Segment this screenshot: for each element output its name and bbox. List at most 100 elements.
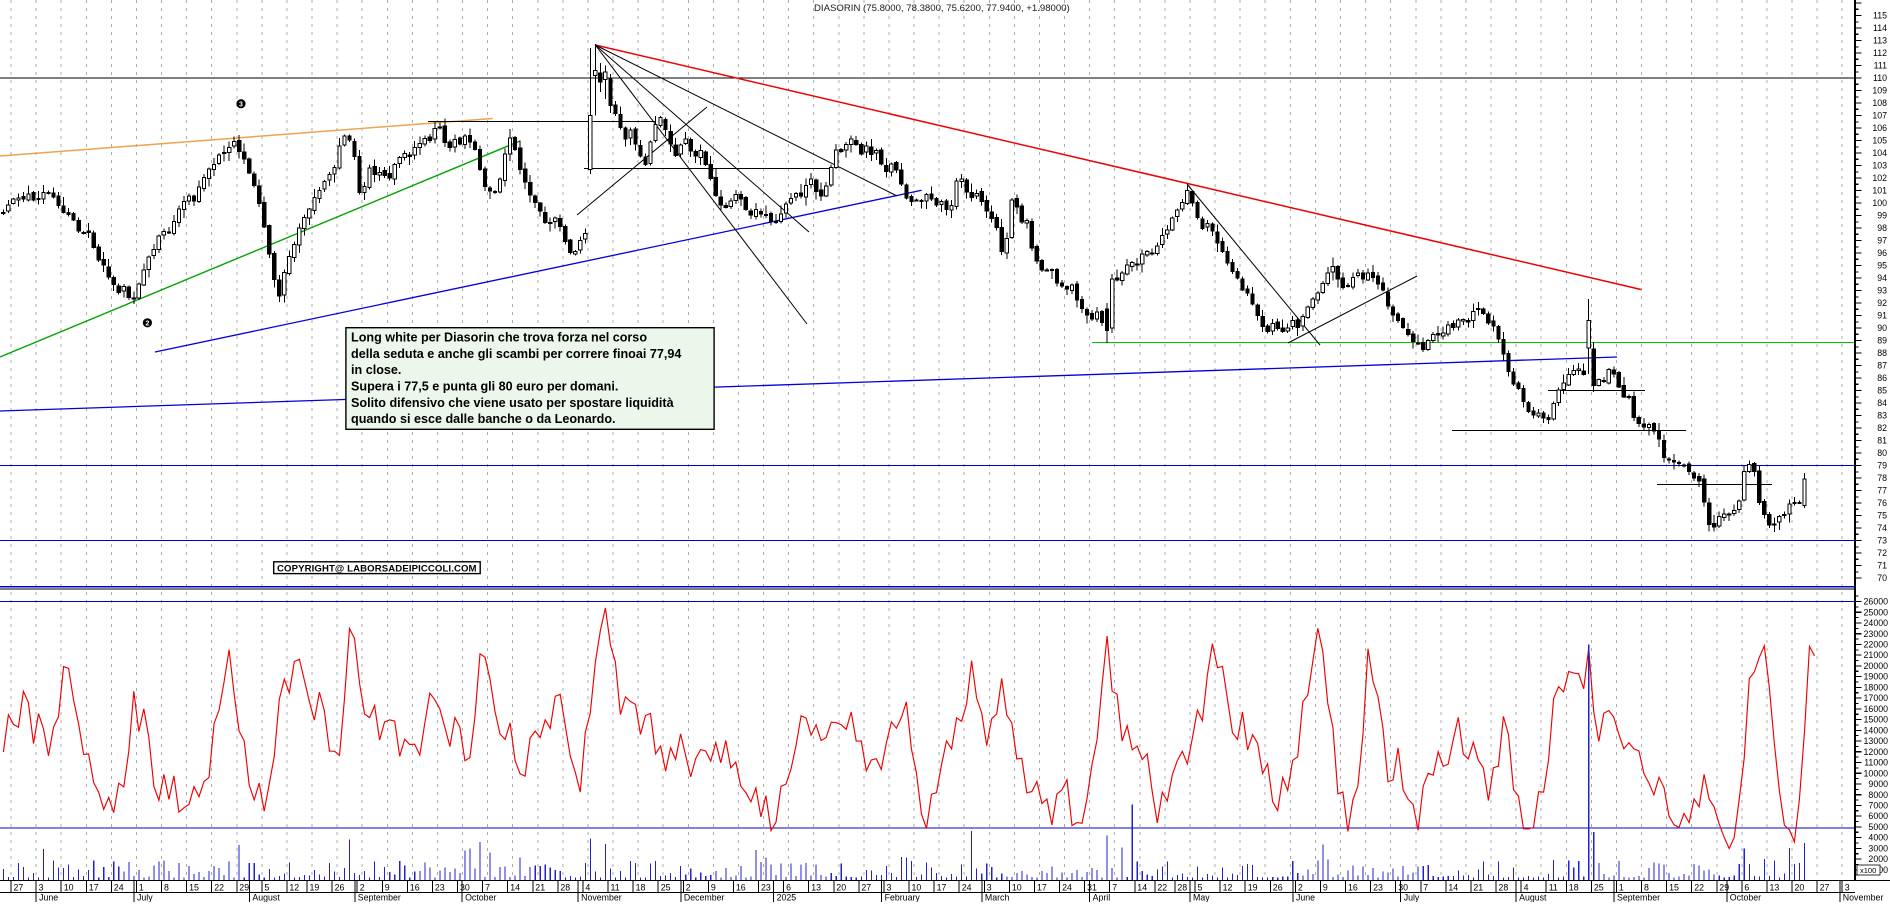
svg-text:22: 22 <box>1157 882 1167 892</box>
svg-text:9: 9 <box>385 882 390 892</box>
svg-text:10: 10 <box>912 882 922 892</box>
svg-text:18: 18 <box>636 882 646 892</box>
svg-text:29: 29 <box>1719 882 1729 892</box>
svg-text:DIASORIN (75.8000, 78.3800, 75: DIASORIN (75.8000, 78.3800, 75.6200, 77.… <box>814 3 1070 14</box>
svg-text:13000: 13000 <box>1864 736 1889 746</box>
svg-text:5: 5 <box>1198 882 1203 892</box>
svg-text:10000: 10000 <box>1864 768 1889 778</box>
svg-text:107: 107 <box>1872 111 1887 121</box>
svg-text:104: 104 <box>1872 148 1887 158</box>
svg-text:24000: 24000 <box>1864 618 1889 628</box>
svg-text:November: November <box>1843 893 1884 903</box>
svg-text:31: 31 <box>1087 882 1097 892</box>
svg-text:30: 30 <box>460 882 470 892</box>
svg-text:12000: 12000 <box>1864 747 1889 757</box>
svg-text:112: 112 <box>1873 48 1887 58</box>
svg-text:108: 108 <box>1872 98 1887 108</box>
svg-text:101: 101 <box>1872 186 1887 196</box>
svg-text:19: 19 <box>1248 882 1258 892</box>
svg-text:78: 78 <box>1877 473 1887 483</box>
svg-text:102: 102 <box>1872 173 1887 183</box>
svg-text:5000: 5000 <box>1868 822 1888 832</box>
svg-text:23: 23 <box>1373 882 1383 892</box>
svg-text:8: 8 <box>164 882 169 892</box>
svg-text:9: 9 <box>711 882 716 892</box>
svg-text:23000: 23000 <box>1864 629 1889 639</box>
svg-text:19000: 19000 <box>1864 672 1889 682</box>
svg-text:83: 83 <box>1877 411 1887 421</box>
svg-text:21: 21 <box>535 882 545 892</box>
svg-text:29: 29 <box>239 882 249 892</box>
svg-text:March: March <box>985 893 1010 903</box>
svg-text:28: 28 <box>1177 882 1187 892</box>
svg-text:23: 23 <box>435 882 445 892</box>
svg-text:3: 3 <box>1845 882 1850 892</box>
svg-text:6: 6 <box>786 882 791 892</box>
svg-text:92: 92 <box>1877 298 1887 308</box>
svg-text:June: June <box>39 893 58 903</box>
svg-text:100: 100 <box>1872 198 1887 208</box>
svg-text:76: 76 <box>1877 498 1887 508</box>
svg-text:17000: 17000 <box>1864 693 1889 703</box>
svg-text:95: 95 <box>1877 261 1887 271</box>
svg-text:74: 74 <box>1877 523 1887 533</box>
svg-text:25: 25 <box>1594 882 1604 892</box>
svg-text:May: May <box>1193 893 1210 903</box>
svg-text:20: 20 <box>836 882 846 892</box>
svg-text:22: 22 <box>214 882 224 892</box>
svg-text:91: 91 <box>1877 311 1887 321</box>
svg-text:28: 28 <box>1499 882 1509 892</box>
svg-text:15: 15 <box>189 882 199 892</box>
svg-text:3: 3 <box>987 882 992 892</box>
svg-text:27: 27 <box>14 882 24 892</box>
svg-text:72: 72 <box>1877 548 1887 558</box>
svg-text:1: 1 <box>1619 882 1624 892</box>
svg-text:87: 87 <box>1877 361 1887 371</box>
svg-text:2: 2 <box>360 882 365 892</box>
svg-text:December: December <box>684 893 725 903</box>
svg-text:4: 4 <box>585 882 590 892</box>
svg-text:13: 13 <box>1770 882 1780 892</box>
svg-text:14: 14 <box>1448 882 1458 892</box>
svg-text:8000: 8000 <box>1868 790 1888 800</box>
svg-text:October: October <box>1730 893 1761 903</box>
svg-text:23: 23 <box>761 882 771 892</box>
svg-text:quando si esce dalle banche o: quando si esce dalle banche o da Leonard… <box>351 412 616 426</box>
svg-text:73: 73 <box>1877 536 1887 546</box>
svg-text:September: September <box>1617 893 1660 903</box>
svg-text:2025: 2025 <box>777 893 797 903</box>
svg-text:82: 82 <box>1877 423 1887 433</box>
svg-text:16: 16 <box>1348 882 1358 892</box>
svg-text:17: 17 <box>1037 882 1047 892</box>
svg-text:June: June <box>1296 893 1315 903</box>
svg-text:20: 20 <box>1795 882 1805 892</box>
svg-text:103: 103 <box>1872 161 1887 171</box>
svg-text:February: February <box>885 893 921 903</box>
svg-text:27: 27 <box>861 882 871 892</box>
svg-text:26: 26 <box>335 882 345 892</box>
svg-text:77: 77 <box>1877 486 1887 496</box>
svg-text:8: 8 <box>1644 882 1649 892</box>
svg-text:7000: 7000 <box>1868 801 1888 811</box>
svg-text:21000: 21000 <box>1864 650 1889 660</box>
svg-text:12: 12 <box>1223 882 1233 892</box>
svg-text:79: 79 <box>1877 461 1887 471</box>
svg-text:COPYRIGHT@ LABORSADEIPICCOLI.C: COPYRIGHT@ LABORSADEIPICCOLI.COM <box>277 563 477 574</box>
svg-text:16: 16 <box>410 882 420 892</box>
svg-text:1: 1 <box>139 882 144 892</box>
svg-text:in close.: in close. <box>351 363 401 377</box>
svg-text:26: 26 <box>1273 882 1283 892</box>
svg-text:3: 3 <box>887 882 892 892</box>
svg-text:105: 105 <box>1872 136 1887 146</box>
svg-text:Long white per Diasorin che tr: Long white per Diasorin che trova forza … <box>351 331 647 345</box>
svg-text:Solito difensivo che viene usa: Solito difensivo che viene usato per spo… <box>351 396 675 410</box>
svg-text:30: 30 <box>1398 882 1408 892</box>
svg-text:96: 96 <box>1877 248 1887 258</box>
svg-text:15: 15 <box>1669 882 1679 892</box>
svg-text:22: 22 <box>1694 882 1704 892</box>
svg-text:28: 28 <box>560 882 570 892</box>
svg-text:July: July <box>1404 893 1420 903</box>
svg-text:x100: x100 <box>1860 866 1876 875</box>
svg-text:2: 2 <box>145 320 149 327</box>
svg-text:3: 3 <box>239 101 243 108</box>
